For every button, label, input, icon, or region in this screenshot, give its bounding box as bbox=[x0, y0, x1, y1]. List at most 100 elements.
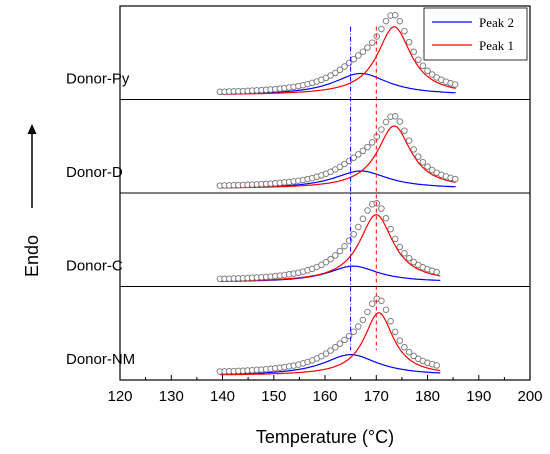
data-point bbox=[322, 350, 330, 357]
data-point bbox=[396, 243, 404, 251]
peak-1-curve bbox=[219, 125, 456, 189]
data-point bbox=[327, 347, 334, 354]
data-point bbox=[401, 27, 408, 35]
reference-lines bbox=[350, 26, 377, 351]
panel-dividers bbox=[120, 99, 530, 287]
data-point bbox=[433, 362, 440, 369]
data-point bbox=[419, 62, 427, 70]
x-tick-label: 190 bbox=[466, 388, 491, 405]
x-tick-label: 140 bbox=[210, 388, 235, 405]
data-point bbox=[387, 225, 394, 233]
data-point bbox=[410, 146, 417, 153]
data-point bbox=[350, 231, 357, 238]
panel-label: Donor-NM bbox=[66, 351, 135, 368]
y-axis-title: Endo bbox=[22, 235, 42, 277]
data-point bbox=[419, 158, 427, 166]
legend-label-peak-1: Peak 1 bbox=[479, 38, 514, 53]
panel-4: Donor-NM bbox=[66, 295, 441, 376]
data-point bbox=[355, 323, 362, 330]
panel-label: Donor-Py bbox=[66, 71, 130, 88]
x-tick-label: 150 bbox=[261, 388, 286, 405]
data-point bbox=[410, 352, 417, 360]
data-point bbox=[364, 308, 371, 316]
x-tick-label: 160 bbox=[312, 388, 337, 405]
data-point bbox=[451, 175, 459, 183]
data-point bbox=[424, 67, 431, 75]
panels-layer: Donor-Py Donor-D Donor-C Donor-NM bbox=[66, 11, 459, 376]
data-point bbox=[355, 52, 362, 59]
data-point bbox=[378, 297, 385, 305]
data-point bbox=[355, 223, 362, 231]
panel-label: Donor-C bbox=[66, 258, 123, 275]
data-point bbox=[359, 215, 367, 223]
panel-3: Donor-C bbox=[66, 200, 441, 283]
legend: Peak 2 Peak 1 bbox=[423, 7, 528, 61]
x-tick-label: 120 bbox=[107, 388, 132, 405]
data-point bbox=[336, 163, 344, 171]
data-point bbox=[322, 258, 330, 266]
data-point bbox=[401, 250, 408, 257]
x-tick-label: 200 bbox=[517, 388, 542, 405]
data-point bbox=[336, 340, 344, 347]
panel-label: Donor-D bbox=[66, 164, 123, 181]
data-point bbox=[368, 39, 376, 46]
data-point bbox=[415, 56, 422, 63]
data-point bbox=[396, 17, 404, 25]
data-point bbox=[378, 25, 385, 33]
data-point bbox=[424, 163, 431, 170]
data-point bbox=[359, 48, 367, 55]
data-point bbox=[382, 17, 390, 25]
x-tick-label: 170 bbox=[364, 388, 389, 405]
data-point bbox=[391, 328, 399, 336]
data-point bbox=[364, 207, 371, 214]
legend-label-peak-2: Peak 2 bbox=[479, 15, 514, 30]
data-point bbox=[415, 153, 422, 160]
legend-box bbox=[423, 7, 528, 61]
x-axis-title: Temperature (°C) bbox=[256, 427, 394, 447]
x-tick-label: 180 bbox=[415, 388, 440, 405]
data-point bbox=[433, 268, 440, 276]
peak-2-curve bbox=[219, 354, 441, 375]
data-point bbox=[396, 118, 404, 125]
data-point bbox=[364, 143, 371, 151]
data-point bbox=[382, 118, 390, 126]
data-point bbox=[405, 254, 413, 262]
data-point bbox=[364, 44, 371, 51]
data-point bbox=[387, 317, 394, 325]
data-point bbox=[401, 127, 408, 134]
data-point bbox=[332, 252, 339, 259]
x-tick-label: 130 bbox=[159, 388, 184, 405]
data-point bbox=[451, 81, 459, 88]
data-point bbox=[332, 69, 339, 77]
data-point bbox=[391, 235, 399, 243]
panel-1: Donor-Py bbox=[66, 11, 459, 96]
data-point bbox=[428, 71, 436, 78]
data-point bbox=[405, 348, 413, 356]
data-point bbox=[396, 337, 404, 344]
data-point bbox=[336, 66, 344, 74]
data-point bbox=[405, 38, 413, 46]
peak-1-curve bbox=[219, 26, 456, 95]
data-point bbox=[391, 113, 399, 120]
data-point bbox=[341, 63, 348, 70]
data-point bbox=[368, 300, 376, 307]
data-point bbox=[341, 160, 348, 168]
data-point bbox=[355, 151, 362, 158]
y-axis-title-group: Endo bbox=[22, 124, 42, 277]
data-point bbox=[405, 137, 413, 144]
data-point bbox=[382, 215, 390, 222]
data-point bbox=[350, 328, 357, 335]
data-point bbox=[401, 343, 408, 351]
data-point bbox=[368, 139, 376, 146]
data-point bbox=[332, 344, 339, 351]
data-point bbox=[391, 11, 399, 19]
data-point bbox=[359, 316, 367, 324]
data-point bbox=[341, 336, 348, 344]
data-point bbox=[382, 306, 390, 313]
data-point bbox=[378, 205, 385, 212]
data-point bbox=[410, 48, 417, 56]
data-point bbox=[341, 242, 348, 250]
data-point bbox=[378, 126, 385, 133]
data-point bbox=[327, 255, 334, 263]
